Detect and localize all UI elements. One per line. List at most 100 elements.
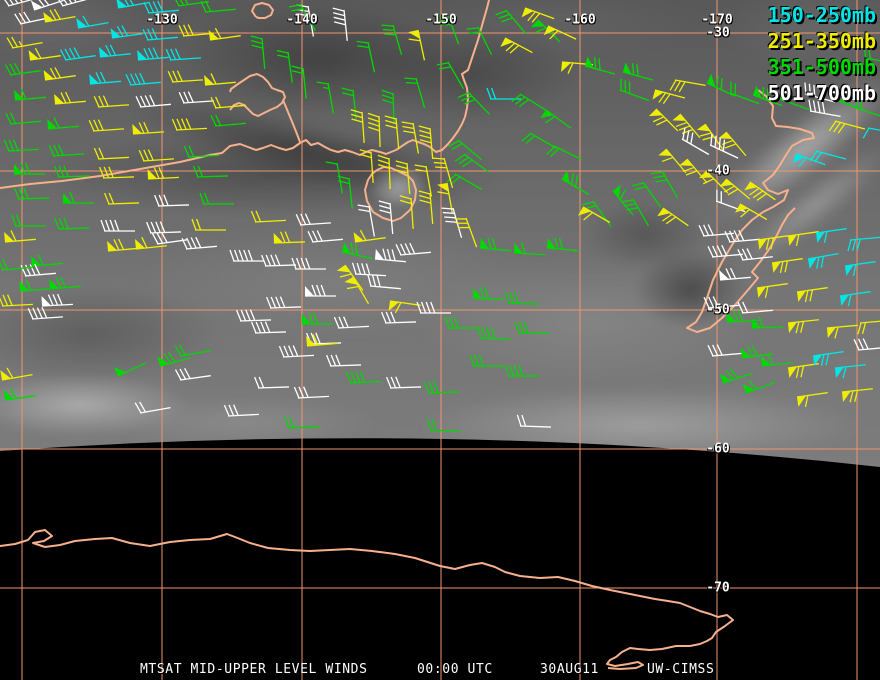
legend-entry-251-350mb: 251-350mb	[767, 29, 876, 53]
wind-barb-501-700mb	[737, 301, 773, 314]
wind-barb-351-500mb	[11, 214, 46, 227]
wind-barb-351-500mb	[157, 351, 191, 367]
wind-barb-150-250mb	[809, 150, 847, 163]
wind-barb-351-500mb	[457, 91, 491, 115]
wind-barb-501-700mb	[295, 213, 331, 226]
wind-barb-501-700mb	[707, 344, 743, 357]
wind-barb-351-500mb	[582, 200, 612, 227]
wind-barb-501-700mb	[254, 376, 290, 389]
wind-barb-501-700mb	[351, 262, 386, 277]
coastline-gulf_inlet	[229, 73, 286, 117]
wind-barb-150-250mb	[165, 48, 201, 61]
wind-barb-501-700mb	[135, 94, 171, 108]
wind-barb-501-700mb	[266, 296, 302, 309]
wind-barb-351-500mb	[479, 237, 511, 252]
wind-barb-150-250mb	[847, 236, 880, 252]
wind-barb-351-500mb	[325, 161, 344, 194]
coastline-antarctica	[0, 529, 734, 670]
wind-barb-501-700mb	[326, 354, 362, 367]
wind-barb-501-700mb	[416, 301, 451, 314]
wind-barb-351-500mb	[469, 354, 504, 367]
wind-barb-251-350mb	[826, 324, 858, 339]
wind-barb-351-500mb	[302, 312, 333, 325]
wind-barb-351-500mb	[446, 173, 483, 191]
wind-barb-251-350mb	[210, 96, 246, 109]
wind-barb-251-350mb	[171, 118, 207, 131]
wind-barb-351-500mb	[584, 56, 616, 75]
wind-barb-251-350mb	[657, 207, 689, 227]
wind-barb-501-700mb	[737, 248, 773, 261]
wind-barb-251-350mb	[432, 157, 454, 188]
wind-barb-251-350mb	[418, 125, 434, 159]
wind-barb-501-700mb	[395, 242, 431, 256]
wind-barb-351-500mb	[514, 321, 549, 334]
wind-barb-150-250mb	[862, 127, 880, 139]
wind-barb-351-500mb	[621, 198, 650, 227]
wind-barb-351-500mb	[47, 117, 79, 130]
wind-barb-351-500mb	[250, 35, 266, 69]
wind-barb-351-500mb	[5, 112, 41, 125]
wind-barb-251-350mb	[437, 182, 454, 214]
wind-barb-150-250mb	[125, 72, 161, 86]
longitude-label: -170	[701, 12, 733, 28]
wind-barb-351-500mb	[3, 139, 39, 152]
caption-credit: UW-CIMSS	[647, 662, 715, 677]
wind-barb-251-350mb	[521, 7, 555, 23]
wind-barb-351-500mb	[63, 191, 94, 204]
wind-barb-251-350mb	[377, 154, 391, 190]
coastline-top_lake	[251, 2, 274, 19]
wind-barb-351-500mb	[288, 3, 317, 32]
wind-barb-351-500mb	[113, 362, 147, 377]
wind-barb-251-350mb	[359, 149, 374, 183]
wind-barb-251-350mb	[756, 283, 788, 299]
wind-barb-150-250mb	[839, 291, 871, 307]
wind-barb-251-350mb	[414, 164, 433, 197]
wind-barb-351-500mb	[466, 26, 493, 56]
wind-barb-501-700mb	[14, 11, 51, 25]
wind-barb-251-350mb	[178, 24, 214, 37]
wind-barb-501-700mb	[223, 404, 259, 417]
wind-barb-351-500mb	[174, 344, 211, 357]
wind-barb-351-500mb	[19, 279, 51, 292]
wind-barb-251-350mb	[0, 294, 33, 307]
wind-barb-501-700mb	[55, 0, 93, 7]
wind-barb-501-700mb	[41, 293, 73, 307]
wind-barb-351-500mb	[291, 65, 307, 99]
latitude-label: -30	[706, 25, 730, 41]
wind-barb-351-500mb	[193, 165, 229, 178]
wind-barb-351-500mb	[14, 162, 45, 175]
legend-entry-150-250mb: 150-250mb	[767, 3, 876, 27]
wind-barb-351-500mb	[14, 187, 50, 200]
wind-barb-351-500mb	[760, 354, 793, 367]
wind-barb-501-700mb	[305, 284, 336, 297]
wind-barb-251-350mb	[828, 120, 866, 134]
wind-barb-251-350mb	[454, 217, 478, 248]
latitude-label: -70	[706, 580, 730, 596]
wind-barb-351-500mb	[546, 145, 583, 161]
wind-barb-501-700mb	[146, 221, 182, 234]
wind-barb-501-700mb	[27, 307, 63, 320]
wind-barb-251-350mb	[93, 147, 129, 160]
wind-barb-501-700mb	[808, 99, 841, 118]
wind-barb-251-350mb	[857, 319, 880, 335]
wind-barb-501-700mb	[709, 133, 739, 159]
wind-barb-501-700mb	[236, 309, 272, 322]
wind-barb-351-500mb	[706, 73, 736, 97]
wind-barb-501-700mb	[804, 82, 836, 103]
wind-barb-351-500mb	[404, 77, 426, 108]
wind-barb-251-350mb	[147, 167, 179, 180]
longitude-label: -160	[564, 12, 596, 28]
caption-date: 30AUG11	[540, 662, 599, 677]
wind-barb-251-350mb	[418, 190, 434, 224]
wind-barb-351-500mb	[3, 387, 36, 401]
wind-barb-501-700mb	[332, 7, 348, 41]
wind-barb-251-350mb	[93, 95, 129, 108]
wind-barb-501-700mb	[174, 367, 211, 381]
wind-barb-351-500mb	[719, 368, 753, 384]
wind-barb-251-350mb	[787, 319, 819, 334]
wind-barb-351-500mb	[444, 316, 479, 329]
coastline-gulf_to_coast	[282, 99, 301, 143]
wind-barb-251-350mb	[384, 115, 400, 149]
wind-barb-351-500mb	[424, 381, 460, 394]
wind-barb-251-350mb	[658, 148, 687, 174]
